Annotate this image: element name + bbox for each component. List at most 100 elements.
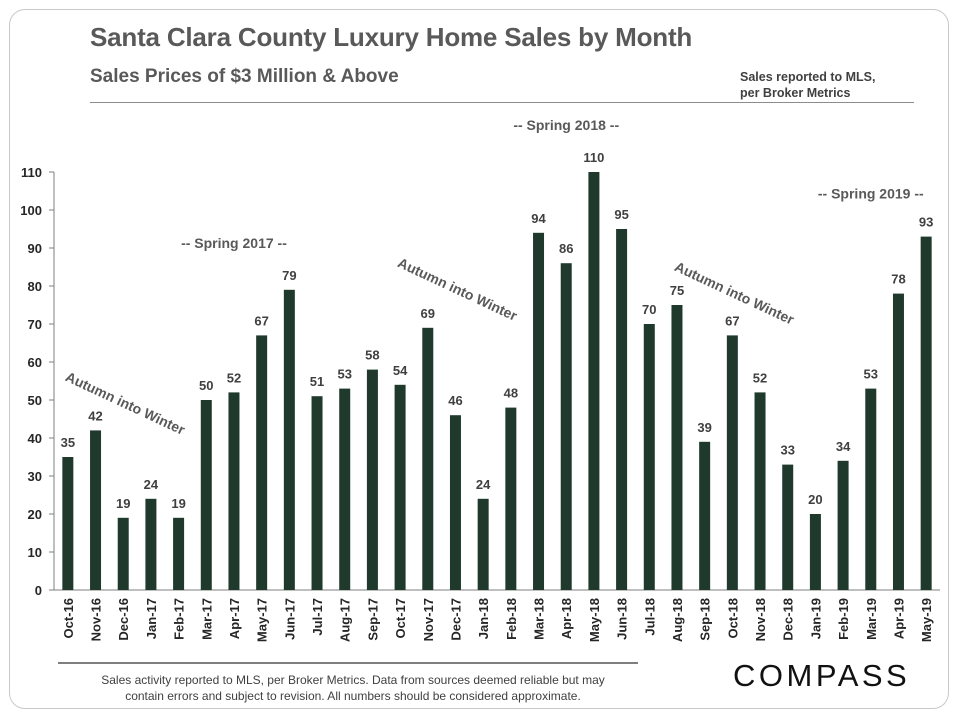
x-tick-label: Sep-18 (698, 598, 713, 641)
annotation: -- Spring 2018 -- (513, 117, 619, 133)
y-tick-label: 90 (28, 241, 42, 256)
x-tick-label: Feb-18 (504, 598, 519, 640)
data-label: 67 (725, 313, 739, 328)
data-label: 46 (448, 393, 462, 408)
bar (920, 236, 932, 590)
data-label: 19 (171, 496, 185, 511)
data-label: 79 (282, 268, 296, 283)
data-label: 34 (836, 439, 851, 454)
x-tick-label: Aug-17 (338, 598, 353, 642)
bar (173, 517, 185, 590)
x-tick-label: Jan-19 (808, 598, 823, 639)
bar (283, 289, 295, 590)
bar (449, 415, 461, 590)
x-tick-label: May-17 (255, 598, 270, 642)
y-tick-label: 30 (28, 469, 42, 484)
chart-title: Santa Clara County Luxury Home Sales by … (90, 22, 693, 52)
x-tick-label: Apr-19 (891, 598, 906, 639)
x-tick-label: Dec-16 (116, 598, 131, 641)
data-label: 75 (670, 283, 684, 298)
source-note: Sales reported to MLS, per Broker Metric… (740, 69, 875, 101)
x-tick-label: Jun-18 (615, 598, 630, 640)
bar (228, 392, 240, 590)
bar (505, 407, 517, 590)
bar (892, 293, 904, 590)
x-tick-label: May-19 (919, 598, 934, 642)
data-label: 86 (559, 241, 573, 256)
bar (62, 457, 74, 590)
y-tick-label: 100 (20, 203, 42, 218)
bar (311, 396, 323, 590)
y-tick-label: 40 (28, 431, 42, 446)
footer-rule (58, 662, 638, 664)
y-tick-label: 60 (28, 355, 42, 370)
bar (560, 263, 572, 590)
x-tick-label: Mar-17 (199, 598, 214, 640)
data-label: 33 (780, 443, 794, 458)
x-tick-label: Mar-19 (864, 598, 879, 640)
compass-logo: COMPASS (733, 658, 911, 693)
x-tick-label: Dec-17 (448, 598, 463, 641)
bar (200, 400, 212, 590)
x-tick-label: Oct-18 (725, 598, 740, 638)
data-label: 53 (864, 367, 878, 382)
bar (533, 232, 545, 591)
x-tick-label: Jun-17 (282, 598, 297, 640)
data-label: 50 (199, 378, 213, 393)
data-label: 110 (583, 150, 604, 165)
data-label: 70 (642, 302, 656, 317)
data-label: 94 (531, 211, 546, 226)
bar (366, 369, 378, 590)
data-label: 53 (337, 367, 351, 382)
bar (782, 464, 794, 590)
data-label: 42 (88, 408, 102, 423)
bar (809, 514, 821, 590)
source-note-line1: Sales reported to MLS, (740, 70, 876, 84)
bar (671, 305, 683, 590)
x-tick-label: Jan-17 (144, 598, 159, 639)
slide-frame (9, 9, 949, 709)
x-tick-label: Feb-19 (836, 598, 851, 640)
data-label: 20 (808, 492, 822, 507)
bar (394, 384, 406, 590)
data-label: 51 (310, 374, 324, 389)
data-label: 93 (919, 215, 933, 230)
y-tick-label: 110 (21, 165, 42, 180)
data-label: 52 (227, 370, 241, 385)
x-tick-label: Nov-17 (421, 598, 436, 641)
x-tick-label: Aug-18 (670, 598, 685, 642)
annotation: -- Spring 2019 -- (818, 186, 924, 202)
y-tick-label: 20 (28, 507, 42, 522)
bar (256, 335, 268, 590)
data-label: 39 (697, 420, 711, 435)
y-tick-label: 10 (28, 545, 42, 560)
source-note-line2: per Broker Metrics (740, 86, 851, 100)
data-label: 54 (393, 363, 408, 378)
data-label: 78 (891, 272, 905, 287)
x-tick-label: Sep-17 (365, 598, 380, 641)
y-tick-label: 0 (35, 583, 42, 598)
data-label: 35 (61, 435, 75, 450)
annotation: -- Spring 2017 -- (181, 235, 287, 251)
bar (339, 388, 351, 590)
x-tick-label: Apr-17 (227, 598, 242, 639)
data-label: 19 (116, 496, 130, 511)
bar (90, 430, 102, 590)
data-label: 58 (365, 348, 379, 363)
disclaimer-line1: Sales activity reported to MLS, per Brok… (101, 673, 605, 687)
bar (616, 229, 628, 590)
data-label: 69 (421, 306, 435, 321)
x-tick-label: Mar-18 (532, 598, 547, 640)
bar (837, 460, 849, 590)
y-tick-label: 80 (28, 279, 42, 294)
bar (726, 335, 738, 590)
bar (699, 441, 711, 590)
bar (422, 327, 434, 590)
data-label: 52 (753, 370, 767, 385)
y-tick-label: 70 (28, 317, 42, 332)
bar (643, 324, 655, 590)
bar (754, 392, 766, 590)
annotation: Autumn into Winter (63, 368, 188, 438)
x-tick-label: Jul-18 (642, 598, 657, 636)
